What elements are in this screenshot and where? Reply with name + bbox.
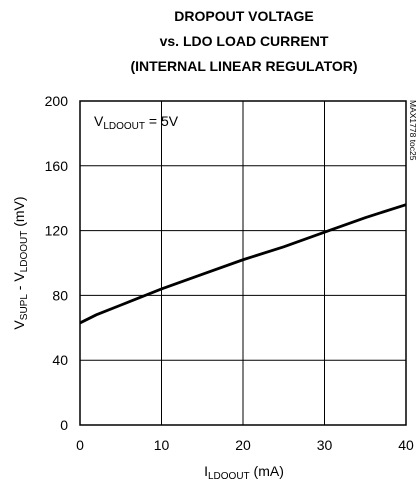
chart-title: vs. LDO LOAD CURRENT — [160, 33, 329, 49]
y-tick-label: 40 — [52, 352, 68, 368]
subscript: LDOOUT — [208, 471, 250, 482]
x-axis-label: ILDOOUT (mA) — [204, 463, 284, 482]
y-tick-label: 160 — [45, 158, 69, 174]
x-tick-label: 40 — [398, 437, 414, 453]
y-tick-label: 80 — [52, 287, 68, 303]
x-tick-label: 20 — [235, 437, 251, 453]
data-line — [79, 203, 407, 325]
y-tick-label: 120 — [45, 223, 69, 239]
y-tick-label: 200 — [45, 93, 69, 109]
annotation: VLDOOUT = 5V — [94, 113, 179, 132]
y-axis-label: VSUPL - VLDOOUT (mV) — [11, 196, 30, 329]
subscript: LDOOUT — [103, 121, 145, 132]
text-part: - V — [11, 272, 27, 294]
chart-title: DROPOUT VOLTAGE — [174, 8, 313, 24]
text-part: V — [11, 320, 27, 330]
chart-title: (INTERNAL LINEAR REGULATOR) — [130, 58, 357, 74]
x-tick-label: 10 — [154, 437, 170, 453]
side-note: MAX1778 toc25 — [408, 100, 418, 161]
x-tick-label: 0 — [76, 437, 84, 453]
subscript: LDOOUT — [19, 231, 30, 273]
text-part: V — [94, 113, 104, 129]
text-part: (mA) — [250, 463, 284, 479]
text-part: I — [204, 463, 208, 479]
y-tick-label: 0 — [60, 417, 68, 433]
subscript: SUPL — [19, 294, 30, 321]
plot-frame — [79, 100, 407, 426]
x-tick-label: 30 — [317, 437, 333, 453]
text-part: = 5V — [145, 113, 179, 129]
text-part: (mV) — [11, 196, 27, 230]
